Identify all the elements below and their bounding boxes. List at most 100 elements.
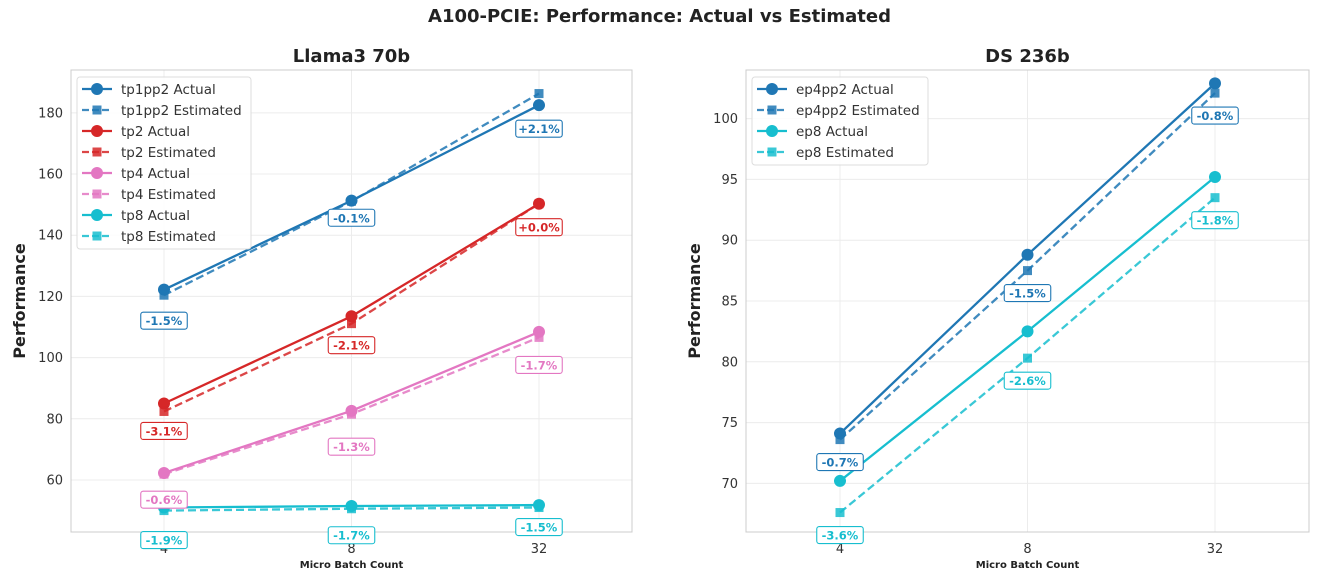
- error-label: -1.7%: [327, 526, 376, 545]
- data-point: [534, 503, 544, 513]
- error-label-box: [1003, 371, 1052, 390]
- error-label-box: [1191, 211, 1239, 230]
- legend-marker: [91, 125, 103, 137]
- x-axis-label: Micro Batch Count: [300, 560, 404, 571]
- error-label-text: -1.3%: [333, 440, 370, 454]
- y-tick-label: 75: [721, 416, 738, 431]
- legend-item-ep8-actual: ep8 Actual: [757, 124, 868, 140]
- legend-item-tp8-actual: tp8 Actual: [82, 208, 190, 224]
- legend-box: [751, 76, 929, 166]
- error-label-box: [515, 119, 563, 138]
- legend-item-tp4-actual: tp4 Actual: [82, 166, 190, 182]
- legend-label: tp2 Estimated: [121, 145, 216, 161]
- error-label: -2.6%: [1003, 371, 1052, 390]
- error-label-box: [140, 311, 188, 330]
- legend-marker: [91, 167, 103, 179]
- error-label-box: [327, 336, 376, 355]
- error-label: -1.9%: [140, 531, 188, 550]
- error-label-text: -0.8%: [1197, 109, 1234, 123]
- legend-label: tp1pp2 Actual: [121, 82, 216, 98]
- error-label-text: -0.6%: [146, 493, 183, 507]
- data-point: [533, 99, 545, 112]
- y-tick-label: 180: [38, 106, 63, 121]
- x-axis-label: Micro Batch Count: [976, 560, 1080, 571]
- data-point: [1023, 266, 1032, 276]
- error-label: -1.5%: [515, 517, 563, 537]
- legend-label: tp2 Actual: [121, 124, 190, 140]
- legend: tp1pp2 Actual tp1pp2 Estimated tp2 Actual t…: [76, 76, 252, 250]
- legend-item-tp2-actual: tp2 Actual: [82, 124, 190, 140]
- error-label-text: -0.7%: [822, 456, 859, 470]
- error-label-text: -1.7%: [333, 529, 370, 543]
- series-ep4pp2-estimated: [835, 88, 1220, 445]
- series-tp2-estimated: [159, 199, 544, 416]
- error-label-text: -1.5%: [1009, 287, 1046, 301]
- error-label-box: [327, 526, 376, 545]
- chart-llama3-70b: 60 80 100 120 140 160 180 4 8 32 Llama3 70b Micro B…: [10, 46, 633, 571]
- series-ep8-actual: [834, 170, 1221, 487]
- legend-label: tp8 Estimated: [121, 229, 216, 245]
- legend-marker: [92, 147, 102, 157]
- legend-item-ep8-estimated: ep8 Estimated: [757, 145, 894, 161]
- data-point: [159, 406, 169, 416]
- legend-marker: [767, 105, 777, 115]
- error-label-text: -1.5%: [521, 521, 558, 535]
- error-label-text: -3.1%: [146, 424, 183, 438]
- legend-item-tp1pp2-actual: tp1pp2 Actual: [82, 82, 216, 98]
- legend-item-tp1pp2-estimated: tp1pp2 Estimated: [82, 103, 242, 119]
- legend-item-ep4pp2-estimated: ep4pp2 Estimated: [757, 103, 920, 119]
- legend-item-tp4-estimated: tp4 Estimated: [82, 187, 216, 203]
- legend-item-tp8-estimated: tp8 Estimated: [82, 229, 216, 245]
- series-group: [158, 89, 545, 516]
- data-point: [835, 508, 845, 518]
- error-label-text: -1.9%: [146, 534, 183, 548]
- legend-marker: [91, 83, 103, 95]
- y-tick-label: 95: [721, 173, 738, 188]
- data-point: [1023, 353, 1032, 363]
- series-ep8-estimated: [835, 193, 1220, 518]
- series-tp4-estimated: [159, 332, 544, 479]
- data-point: [835, 435, 845, 445]
- error-label: -0.6%: [140, 490, 188, 509]
- error-label: -1.7%: [515, 355, 563, 374]
- error-label-text: +0.0%: [518, 221, 560, 235]
- data-point: [347, 409, 356, 419]
- error-label: +2.1%: [515, 119, 563, 138]
- error-label-box: [816, 525, 864, 545]
- data-point: [347, 504, 356, 514]
- legend-box: [76, 76, 252, 250]
- error-label-box: [1003, 284, 1052, 303]
- error-label: -1.5%: [1003, 284, 1052, 303]
- legend: ep4pp2 Actual ep4pp2 Estimated ep8 Actual e…: [751, 76, 929, 166]
- data-point: [834, 474, 846, 487]
- x-tick-label: 4: [836, 542, 844, 557]
- x-tick-label: 32: [1207, 542, 1224, 557]
- data-point: [1210, 88, 1220, 98]
- error-label: -1.5%: [140, 311, 188, 330]
- error-label-box: [140, 490, 188, 509]
- legend-marker: [766, 125, 778, 137]
- data-point: [158, 397, 170, 410]
- legend-marker: [92, 105, 102, 115]
- data-point: [159, 290, 169, 300]
- legend-marker: [92, 231, 102, 241]
- series-group: [834, 77, 1221, 518]
- data-point: [1021, 248, 1034, 261]
- error-label: -0.7%: [816, 453, 864, 472]
- error-label: +0.0%: [515, 218, 563, 237]
- annotations: -1.5% -0.1% +2.1% -3.1% -2.1% +0.0% -0.6% -1.3%…: [140, 119, 563, 550]
- x-tick-label: 4: [160, 542, 168, 557]
- x-tick-label: 8: [347, 542, 355, 557]
- y-tick-label: 100: [713, 112, 738, 127]
- y-tick-label: 120: [38, 290, 63, 305]
- error-label-box: [515, 218, 563, 237]
- legend-label: tp1pp2 Estimated: [121, 103, 242, 119]
- error-label-box: [327, 437, 376, 456]
- data-point: [1210, 193, 1220, 203]
- data-point: [534, 199, 544, 209]
- y-tick-label: 60: [46, 473, 63, 488]
- data-point: [347, 319, 356, 329]
- error-label: -3.6%: [816, 525, 864, 545]
- data-point: [1209, 77, 1221, 90]
- error-label-box: [327, 208, 376, 227]
